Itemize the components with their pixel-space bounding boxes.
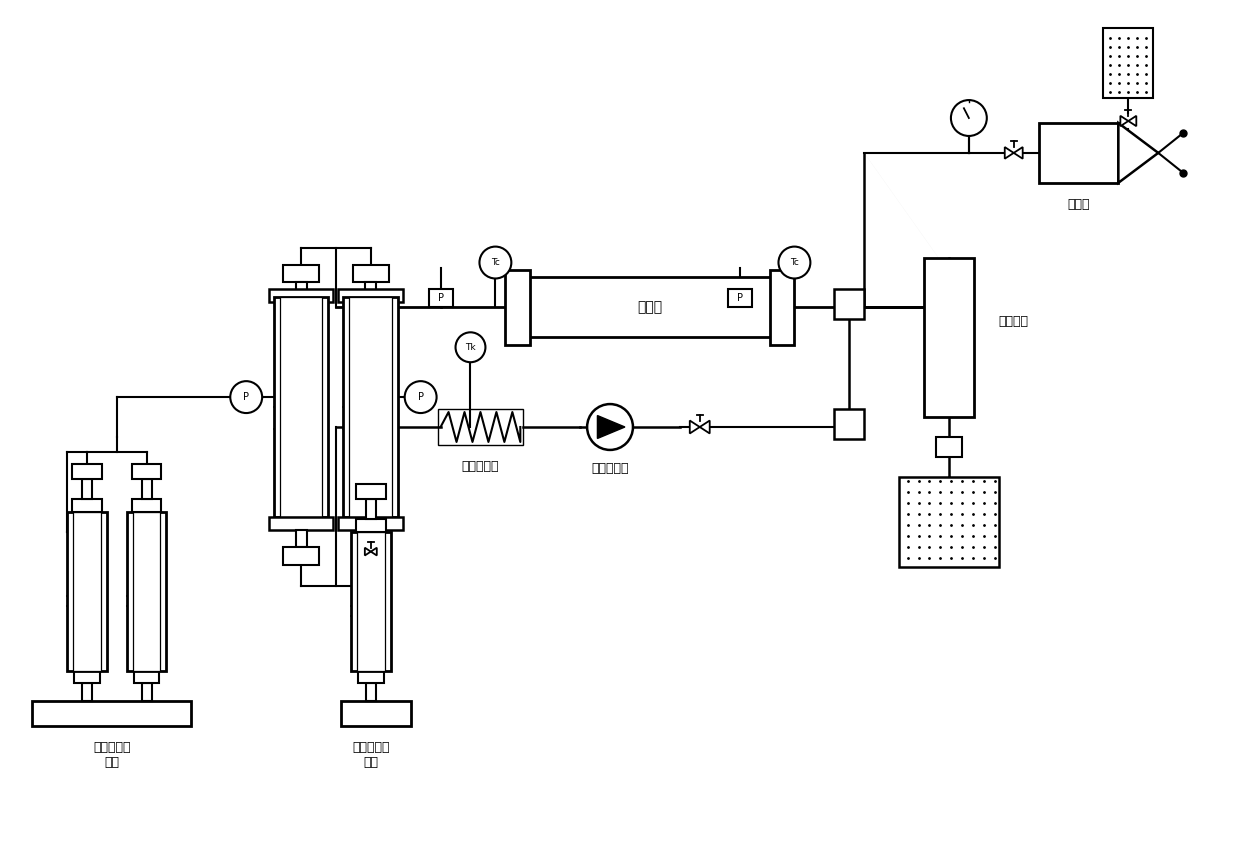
Bar — [770, 269, 795, 345]
Text: P: P — [243, 393, 249, 402]
Polygon shape — [689, 421, 699, 434]
Text: P: P — [737, 293, 743, 303]
Circle shape — [455, 333, 485, 363]
Bar — [73, 671, 99, 683]
Bar — [82, 479, 92, 499]
Bar — [521, 278, 780, 338]
Bar — [350, 297, 392, 517]
Text: Tk: Tk — [465, 343, 476, 351]
Bar — [366, 683, 376, 701]
Bar — [295, 530, 306, 547]
Bar — [438, 409, 523, 445]
Bar — [924, 258, 973, 417]
Bar — [356, 518, 386, 531]
Bar — [357, 531, 384, 671]
Bar — [366, 283, 376, 297]
Bar — [67, 512, 107, 671]
Bar — [72, 499, 102, 512]
Bar — [82, 683, 92, 701]
Polygon shape — [371, 548, 377, 555]
Polygon shape — [598, 416, 625, 439]
Text: 恒速恒压泵
双缸: 恒速恒压泵 双缸 — [93, 741, 130, 769]
Bar — [366, 499, 376, 518]
Polygon shape — [1014, 147, 1023, 159]
Text: 环压循环泵: 环压循环泵 — [591, 462, 629, 475]
Bar — [353, 547, 389, 565]
Text: P: P — [418, 393, 424, 402]
Bar — [131, 464, 161, 479]
Circle shape — [951, 100, 987, 136]
Bar — [72, 464, 102, 479]
Text: Tc: Tc — [790, 258, 799, 267]
Bar — [899, 476, 998, 566]
Circle shape — [779, 247, 811, 279]
Bar — [358, 671, 383, 683]
Bar — [126, 512, 166, 671]
Bar — [506, 269, 531, 345]
Bar — [283, 547, 319, 565]
Bar — [141, 479, 151, 499]
Polygon shape — [1004, 147, 1014, 159]
Bar — [131, 499, 161, 512]
Bar — [339, 290, 403, 303]
Bar — [429, 290, 453, 308]
Polygon shape — [1118, 123, 1158, 183]
Bar — [283, 265, 319, 283]
Text: 压压容器: 压压容器 — [998, 315, 1029, 328]
Bar — [1104, 28, 1153, 98]
Bar — [274, 297, 329, 517]
Bar — [141, 683, 151, 701]
Bar — [356, 484, 386, 499]
Polygon shape — [1121, 116, 1128, 126]
Text: 恒速恒压泵
单缸: 恒速恒压泵 单缸 — [352, 741, 389, 769]
Circle shape — [480, 247, 511, 279]
Polygon shape — [1128, 116, 1136, 126]
Text: Tc: Tc — [491, 258, 500, 267]
Polygon shape — [365, 548, 371, 555]
Bar — [295, 283, 306, 297]
Bar — [341, 701, 410, 726]
Bar — [835, 409, 864, 439]
Bar — [936, 273, 962, 297]
Bar — [936, 437, 962, 457]
Bar — [32, 701, 191, 726]
Bar — [351, 531, 391, 671]
Text: P: P — [438, 293, 444, 303]
Circle shape — [404, 381, 436, 413]
Bar — [343, 297, 398, 517]
Bar — [133, 512, 160, 671]
Bar — [134, 671, 160, 683]
Bar — [353, 265, 389, 283]
Bar — [339, 517, 403, 530]
Circle shape — [231, 381, 262, 413]
Bar — [269, 517, 334, 530]
Text: 夹持器: 夹持器 — [637, 301, 662, 315]
Bar — [835, 290, 864, 320]
Text: 加热控制器: 加热控制器 — [461, 460, 500, 473]
Text: 回压泵: 回压泵 — [1068, 198, 1090, 211]
Bar — [1039, 123, 1118, 183]
Bar — [269, 290, 334, 303]
Bar — [728, 290, 751, 308]
Bar — [73, 512, 100, 671]
Polygon shape — [699, 421, 709, 434]
Circle shape — [587, 405, 632, 450]
Bar — [279, 297, 322, 517]
Bar — [366, 530, 376, 547]
